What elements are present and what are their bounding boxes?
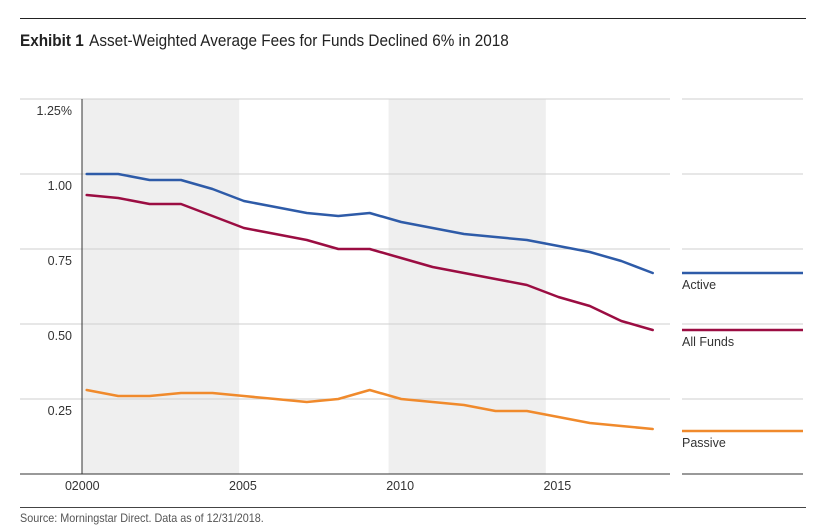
shaded-band-0 (82, 99, 240, 474)
legend-label-all-funds: All Funds (682, 335, 734, 349)
x-tick-label: 2000 (72, 479, 100, 493)
x-tick-label: 2005 (229, 479, 257, 493)
legend-label-passive: Passive (682, 436, 726, 450)
y-tick-label: 0.75 (48, 254, 72, 268)
y-tick-label: 0 (65, 479, 72, 493)
y-tick-label: 1.25% (37, 104, 72, 118)
x-axis-tick-labels: 2000 2005 2010 2015 (72, 479, 572, 493)
x-tick-label: 2010 (386, 479, 414, 493)
bottom-rule (20, 507, 806, 508)
series-line-passive (85, 388, 654, 431)
y-tick-label: 0.50 (48, 329, 72, 343)
shaded-bands (82, 99, 546, 474)
top-rule (20, 18, 806, 19)
chart-title-text: Asset-Weighted Average Fees for Funds De… (89, 31, 509, 50)
source-note: Source: Morningstar Direct. Data as of 1… (20, 511, 264, 525)
series-line-active (85, 172, 654, 275)
series-lines (85, 172, 654, 431)
x-tick-label: 2015 (543, 479, 571, 493)
exhibit-label: Exhibit 1 (20, 31, 84, 50)
shaded-band-1 (388, 99, 546, 474)
chart-title: Exhibit 1 Asset-Weighted Average Fees for… (20, 31, 509, 51)
y-tick-label: 1.00 (48, 179, 72, 193)
series-line-all-funds (85, 193, 654, 332)
legend-label-active: Active (682, 278, 716, 292)
y-tick-label: 0.25 (48, 404, 72, 418)
legend: Active All Funds Passive (682, 271, 803, 450)
y-axis-tick-labels: 0 0.25 0.50 0.75 1.00 1.25% (37, 104, 73, 493)
